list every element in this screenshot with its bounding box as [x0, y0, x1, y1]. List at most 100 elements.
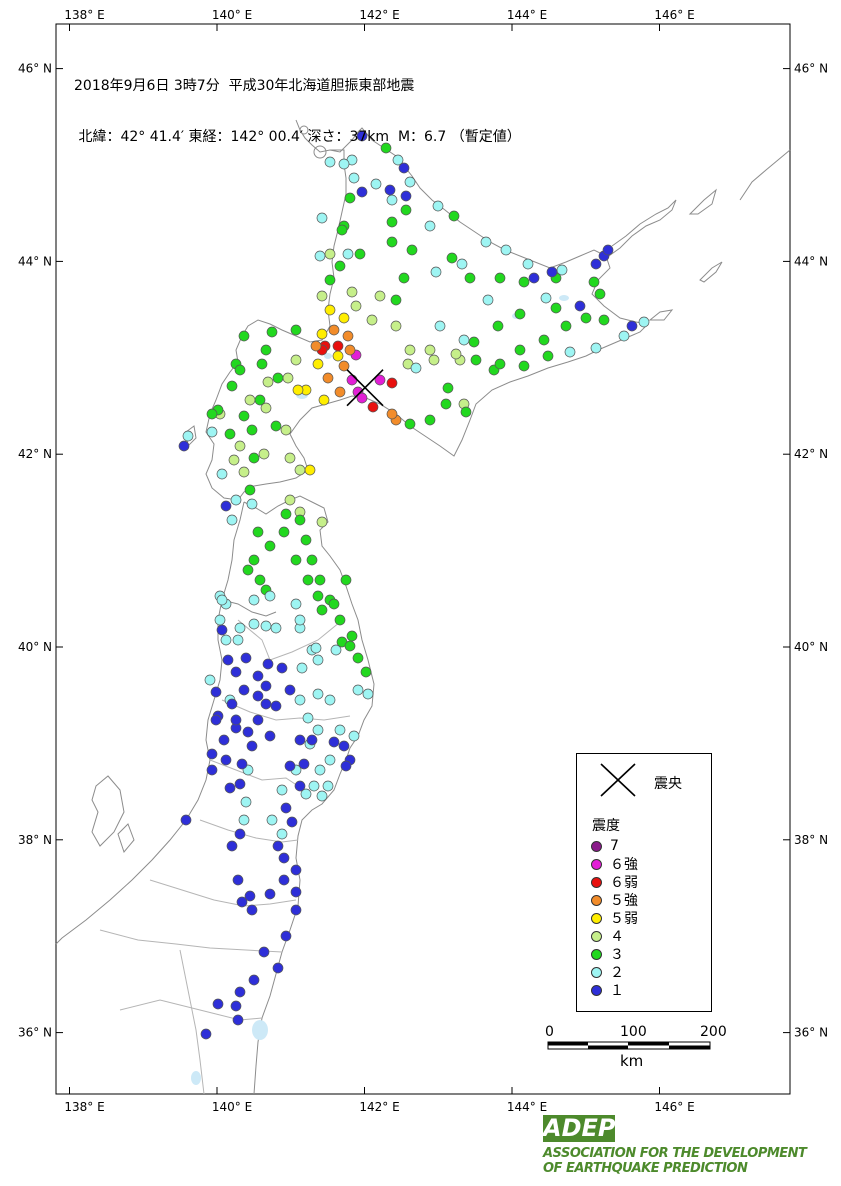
station-marker — [324, 248, 336, 260]
station-marker — [514, 344, 526, 356]
station-marker — [324, 694, 336, 706]
legend-item: 7 — [591, 837, 619, 855]
station-marker — [588, 276, 600, 288]
station-marker — [252, 690, 264, 702]
station-marker — [248, 554, 260, 566]
station-marker — [294, 614, 306, 626]
axis-tick-label: 46° N — [18, 62, 52, 76]
station-marker — [542, 350, 554, 362]
station-marker — [244, 890, 256, 902]
station-marker — [278, 874, 290, 886]
station-marker — [236, 758, 248, 770]
station-marker — [492, 320, 504, 332]
station-marker — [220, 500, 232, 512]
title-line-1: 2018年9月6日 3時7分 平成30年北海道胆振東部地震 — [74, 78, 415, 94]
station-marker — [410, 362, 422, 374]
station-marker — [464, 272, 476, 284]
station-marker — [234, 778, 246, 790]
axis-tick-label: 146° E — [654, 8, 694, 22]
legend-label: ６強 — [610, 857, 638, 873]
station-marker — [264, 888, 276, 900]
station-marker — [342, 248, 354, 260]
station-marker — [334, 386, 346, 398]
station-marker — [216, 468, 228, 480]
station-marker — [260, 698, 272, 710]
station-marker — [230, 714, 242, 726]
station-marker — [248, 618, 260, 630]
station-marker — [264, 590, 276, 602]
station-marker — [260, 402, 272, 414]
station-marker — [234, 364, 246, 376]
station-marker — [230, 1000, 242, 1012]
station-marker — [280, 424, 292, 436]
station-marker — [312, 590, 324, 602]
station-marker — [262, 376, 274, 388]
station-marker — [518, 360, 530, 372]
station-marker — [386, 236, 398, 248]
station-marker — [270, 420, 282, 432]
station-marker — [356, 130, 368, 142]
station-marker — [460, 406, 472, 418]
legend-item: ５強 — [591, 891, 638, 909]
station-marker — [602, 244, 614, 256]
station-marker — [386, 194, 398, 206]
station-marker — [306, 554, 318, 566]
station-marker — [256, 358, 268, 370]
station-marker — [356, 392, 368, 404]
station-marker — [290, 864, 302, 876]
station-marker — [442, 382, 454, 394]
station-marker — [226, 380, 238, 392]
station-marker — [346, 374, 358, 386]
station-marker — [360, 666, 372, 678]
station-markers — [178, 130, 650, 1040]
station-marker — [316, 212, 328, 224]
station-marker — [310, 340, 322, 352]
station-marker — [338, 312, 350, 324]
station-marker — [280, 930, 292, 942]
axis-ticks — [56, 24, 790, 1094]
station-marker — [348, 172, 360, 184]
axis-tick-label: 38° N — [18, 833, 52, 847]
station-marker — [338, 360, 350, 372]
station-marker — [514, 308, 526, 320]
epicenter-legend-icon — [600, 763, 636, 797]
axis-tick-label: 138° E — [64, 1100, 104, 1114]
station-marker — [272, 840, 284, 852]
station-marker — [424, 414, 436, 426]
station-marker — [440, 398, 452, 410]
legend: 震央 震度 7 ６強 ６弱 ５強 ５弱 ４ ３ ２ １ — [576, 753, 712, 1012]
station-marker — [226, 698, 238, 710]
station-marker — [294, 780, 306, 792]
station-marker — [518, 276, 530, 288]
station-marker — [270, 622, 282, 634]
station-marker — [232, 1014, 244, 1026]
station-marker — [340, 760, 352, 772]
station-marker — [252, 714, 264, 726]
station-marker — [302, 712, 314, 724]
station-marker — [328, 736, 340, 748]
station-marker — [272, 372, 284, 384]
station-marker — [260, 620, 272, 632]
station-marker — [338, 158, 350, 170]
station-marker — [346, 630, 358, 642]
station-marker — [538, 334, 550, 346]
legend-swatch — [591, 858, 602, 870]
station-marker — [314, 250, 326, 262]
station-marker — [352, 652, 364, 664]
station-marker — [380, 142, 392, 154]
station-marker — [406, 244, 418, 256]
legend-label: ５強 — [610, 893, 638, 909]
station-marker — [246, 904, 258, 916]
station-marker — [328, 324, 340, 336]
legend-label: 7 — [610, 838, 619, 854]
station-marker — [222, 654, 234, 666]
station-marker — [404, 418, 416, 430]
station-marker — [448, 210, 460, 222]
adep-logo: ADEP ASSOCIATION FOR THE DEVELOPMENT OF … — [543, 1115, 807, 1181]
station-marker — [404, 344, 416, 356]
station-marker — [204, 674, 216, 686]
station-marker — [284, 760, 296, 772]
station-marker — [352, 684, 364, 696]
station-marker — [298, 758, 310, 770]
